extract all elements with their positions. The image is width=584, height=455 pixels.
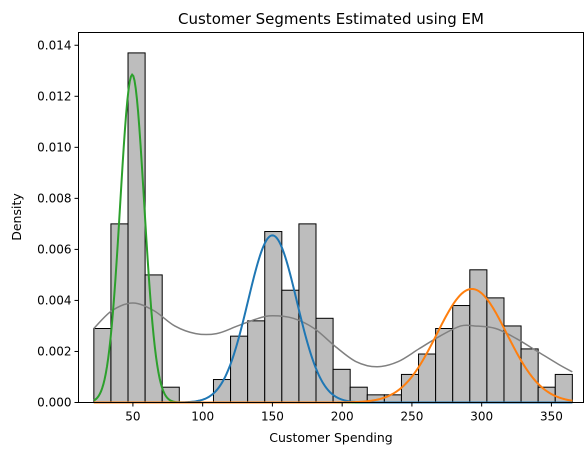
- x-tick-label: 100: [191, 410, 214, 424]
- x-axis-ticks: 50 100 150 200 250 300 350: [125, 403, 563, 424]
- chart-title: Customer Segments Estimated using EM: [178, 10, 484, 28]
- histogram-bar: [248, 321, 265, 403]
- y-tick-label: 0.002: [37, 344, 71, 358]
- histogram-bar: [521, 349, 538, 403]
- x-tick-label: 350: [540, 410, 563, 424]
- y-axis-ticks: 0.000 0.002 0.004 0.006 0.008 0.010 0.012 0.014: [37, 38, 78, 409]
- histogram-bar: [94, 329, 111, 403]
- histogram-bar: [453, 306, 470, 403]
- histogram-bar: [436, 329, 453, 403]
- y-tick-label: 0.012: [37, 89, 71, 103]
- histogram-bar: [265, 232, 282, 403]
- x-tick-label: 150: [261, 410, 284, 424]
- y-tick-label: 0.008: [37, 191, 71, 205]
- histogram-bars: [94, 53, 572, 403]
- x-tick-label: 200: [331, 410, 354, 424]
- x-axis-label: Customer Spending: [269, 430, 392, 445]
- histogram-bar: [504, 326, 521, 403]
- x-tick-label: 300: [470, 410, 493, 424]
- y-tick-label: 0.014: [37, 38, 71, 52]
- histogram-bar: [282, 290, 299, 402]
- x-tick-label: 250: [400, 410, 423, 424]
- histogram-bar: [299, 224, 316, 403]
- y-tick-label: 0.006: [37, 242, 71, 256]
- y-tick-label: 0.000: [37, 396, 71, 410]
- y-axis-label: Density: [9, 193, 24, 241]
- y-tick-label: 0.010: [37, 140, 71, 154]
- x-tick-label: 50: [125, 410, 140, 424]
- histogram-bar: [350, 387, 367, 402]
- histogram-bar: [231, 336, 248, 402]
- y-tick-label: 0.004: [37, 293, 71, 307]
